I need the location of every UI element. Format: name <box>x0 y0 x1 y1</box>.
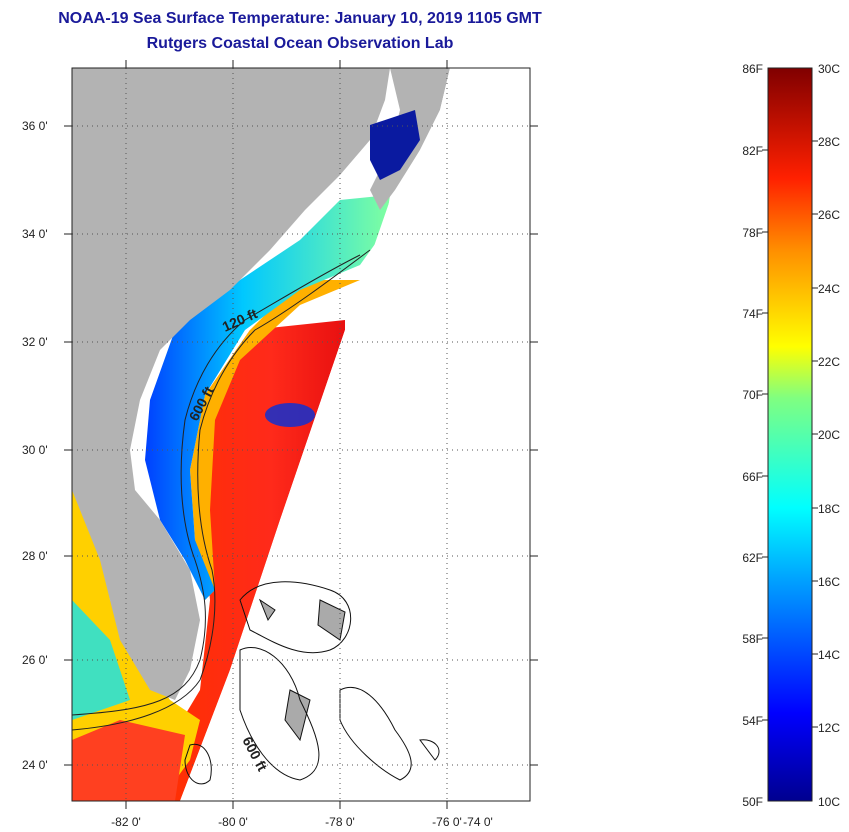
cb-c-20: 20C <box>818 428 840 442</box>
lat-label-26: 26 0' <box>22 653 48 667</box>
cb-f-66: 66F <box>742 470 763 484</box>
cb-c-28: 28C <box>818 135 840 149</box>
bahamas-island-1 <box>317 599 346 641</box>
cb-f-82: 82F <box>742 144 763 158</box>
graticule <box>72 68 530 801</box>
cb-f-62: 62F <box>742 551 763 565</box>
cb-c-30: 30C <box>818 62 840 76</box>
bahamas-contour <box>419 739 440 761</box>
lat-label-28: 28 0' <box>22 549 48 563</box>
land-southeast-us <box>72 68 390 700</box>
pamlico-sound <box>370 110 420 180</box>
cb-f-54: 54F <box>742 714 763 728</box>
bahamas-island-2 <box>284 689 311 742</box>
cb-f-58: 58F <box>742 632 763 646</box>
shelf-water <box>145 195 390 600</box>
bahamas-contour <box>339 686 412 781</box>
lat-label-32: 32 0' <box>22 335 48 349</box>
lon-label-78: -78 0' <box>325 815 355 829</box>
bahamas-contour <box>239 647 320 781</box>
lat-label-24: 24 0' <box>22 758 48 772</box>
lat-ticks <box>64 125 538 766</box>
lon-ticks <box>125 60 448 809</box>
cb-c-14: 14C <box>818 648 840 662</box>
contour-120ft <box>72 254 361 716</box>
lon-label-80: -80 0' <box>218 815 248 829</box>
cb-c-26: 26C <box>818 208 840 222</box>
lon-label-74: -74 0' <box>463 815 493 829</box>
cb-c-16: 16C <box>818 575 840 589</box>
lon-label-76: -76 0' <box>432 815 462 829</box>
cb-f-50: 50F <box>742 795 763 809</box>
lat-label-36: 36 0' <box>22 119 48 133</box>
cb-c-12: 12C <box>818 721 840 735</box>
colorbar-ticks <box>762 140 818 728</box>
cb-c-24: 24C <box>818 282 840 296</box>
bahamas-contour <box>184 743 212 785</box>
bahamas-contour <box>239 581 352 654</box>
bahamas-island-3 <box>258 598 276 622</box>
cb-c-18: 18C <box>818 502 840 516</box>
lon-label-82: -82 0' <box>111 815 141 829</box>
gulf-water-south <box>72 720 185 801</box>
cb-f-74: 74F <box>742 307 763 321</box>
map-subtitle: Rutgers Coastal Ocean Observation Lab <box>146 35 454 52</box>
lat-label-30: 30 0' <box>22 443 48 457</box>
cold-eddy <box>265 403 315 427</box>
gulf-water-west <box>72 600 130 720</box>
cb-c-10: 10C <box>818 795 840 809</box>
cb-f-86: 86F <box>742 62 763 76</box>
lat-label-34: 34 0' <box>22 227 48 241</box>
transition-water <box>190 280 360 600</box>
cb-f-78: 78F <box>742 226 763 240</box>
contour-600ft <box>72 249 371 731</box>
map-title: NOAA-19 Sea Surface Temperature: January… <box>58 10 542 27</box>
colorbar <box>767 67 813 802</box>
cb-f-70: 70F <box>742 388 763 402</box>
cb-c-22: 22C <box>818 355 840 369</box>
